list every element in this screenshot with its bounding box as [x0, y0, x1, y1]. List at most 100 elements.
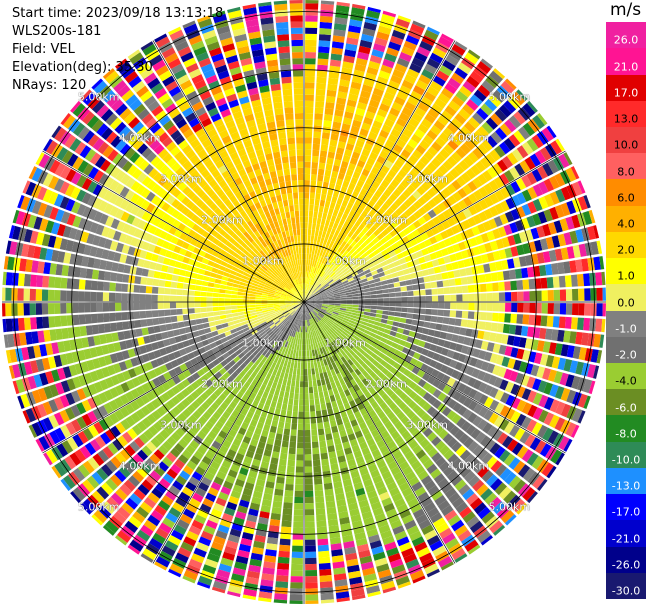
- range-gate: [534, 440, 547, 454]
- range-gate: [483, 331, 491, 341]
- range-gate: [524, 254, 533, 266]
- range-gate: [386, 245, 394, 253]
- range-gate: [317, 211, 323, 219]
- range-gate: [408, 390, 418, 400]
- range-gate: [394, 397, 403, 406]
- range-gate: [337, 141, 346, 149]
- range-gate: [133, 284, 141, 293]
- range-gate: [347, 433, 356, 441]
- range-gate: [159, 324, 167, 332]
- range-gate: [431, 302, 439, 309]
- range-gate: [35, 303, 43, 315]
- range-gate: [389, 487, 401, 497]
- range-gate: [135, 328, 143, 337]
- range-gate: [423, 91, 436, 102]
- range-gate: [314, 367, 319, 375]
- range-gate: [376, 486, 388, 496]
- range-gate: [417, 378, 427, 388]
- range-gate: [352, 302, 359, 305]
- range-gate: [384, 541, 397, 551]
- range-gate: [563, 330, 571, 343]
- range-gate: [284, 490, 294, 497]
- range-gate: [395, 302, 402, 307]
- range-gate: [410, 272, 418, 279]
- range-gate: [225, 289, 232, 294]
- range-gate: [455, 90, 469, 103]
- range-gate: [226, 317, 234, 323]
- range-gate: [437, 392, 447, 402]
- range-gate: [395, 379, 404, 388]
- range-gate: [502, 270, 511, 281]
- range-gate: [295, 319, 299, 326]
- range-gate: [380, 318, 388, 324]
- range-gate: [343, 315, 351, 320]
- range-gate: [78, 303, 85, 313]
- range-gate: [369, 443, 379, 453]
- range-gate: [315, 95, 325, 102]
- range-gate: [477, 61, 491, 74]
- range-gate: [304, 253, 307, 260]
- range-gate: [334, 17, 348, 25]
- range-gate: [514, 163, 526, 176]
- range-gate: [319, 278, 325, 284]
- range-gate: [361, 84, 373, 93]
- range-gate: [308, 259, 311, 266]
- range-gate: [378, 524, 391, 534]
- range-gate: [321, 295, 328, 299]
- range-gate: [346, 274, 353, 280]
- range-gate: [350, 225, 358, 233]
- range-gate: [386, 47, 400, 57]
- range-gate: [304, 448, 312, 455]
- range-gate: [374, 454, 384, 464]
- range-gate: [419, 296, 426, 302]
- range-gate: [305, 290, 308, 297]
- range-gate: [327, 151, 335, 159]
- range-gate: [363, 78, 375, 88]
- range-gate: [305, 271, 308, 278]
- range-gate: [339, 307, 347, 311]
- range-gate: [401, 149, 411, 159]
- range-gate: [361, 321, 368, 326]
- range-gate: [367, 262, 375, 269]
- range-gate: [343, 317, 350, 322]
- range-gate: [304, 125, 313, 132]
- range-gate: [414, 128, 426, 139]
- range-gate: [345, 453, 355, 461]
- range-gate: [305, 332, 308, 339]
- range-gate: [371, 298, 378, 302]
- range-gate: [407, 400, 417, 410]
- range-gate: [304, 369, 308, 376]
- range-gate: [503, 100, 517, 114]
- range-gate: [309, 198, 315, 205]
- range-gate: [357, 238, 365, 246]
- range-gate: [304, 271, 306, 278]
- range-gate: [379, 129, 390, 139]
- range-gate: [297, 325, 301, 333]
- range-gate: [404, 174, 414, 184]
- range-gate: [271, 381, 278, 389]
- range-gate: [515, 372, 525, 385]
- range-gate: [350, 514, 362, 523]
- range-gate: [531, 168, 543, 182]
- range-gate: [359, 128, 369, 137]
- range-gate: [391, 242, 399, 250]
- range-gate: [472, 214, 482, 225]
- range-gate: [195, 279, 203, 286]
- range-gate: [318, 286, 324, 292]
- range-gate: [577, 377, 587, 392]
- range-gate: [334, 305, 341, 308]
- range-gate: [391, 342, 399, 349]
- range-gate: [514, 268, 523, 279]
- range-gate: [543, 178, 555, 192]
- range-gate: [314, 107, 324, 114]
- range-gate: [278, 464, 287, 472]
- range-gate: [433, 330, 442, 338]
- range-gate: [382, 265, 390, 272]
- range-gate: [360, 262, 368, 269]
- range-gate: [305, 527, 316, 534]
- range-gate: [317, 285, 323, 291]
- range-gate: [444, 487, 457, 499]
- range-gate: [484, 273, 492, 283]
- range-gate: [380, 280, 388, 286]
- range-gate: [571, 181, 583, 196]
